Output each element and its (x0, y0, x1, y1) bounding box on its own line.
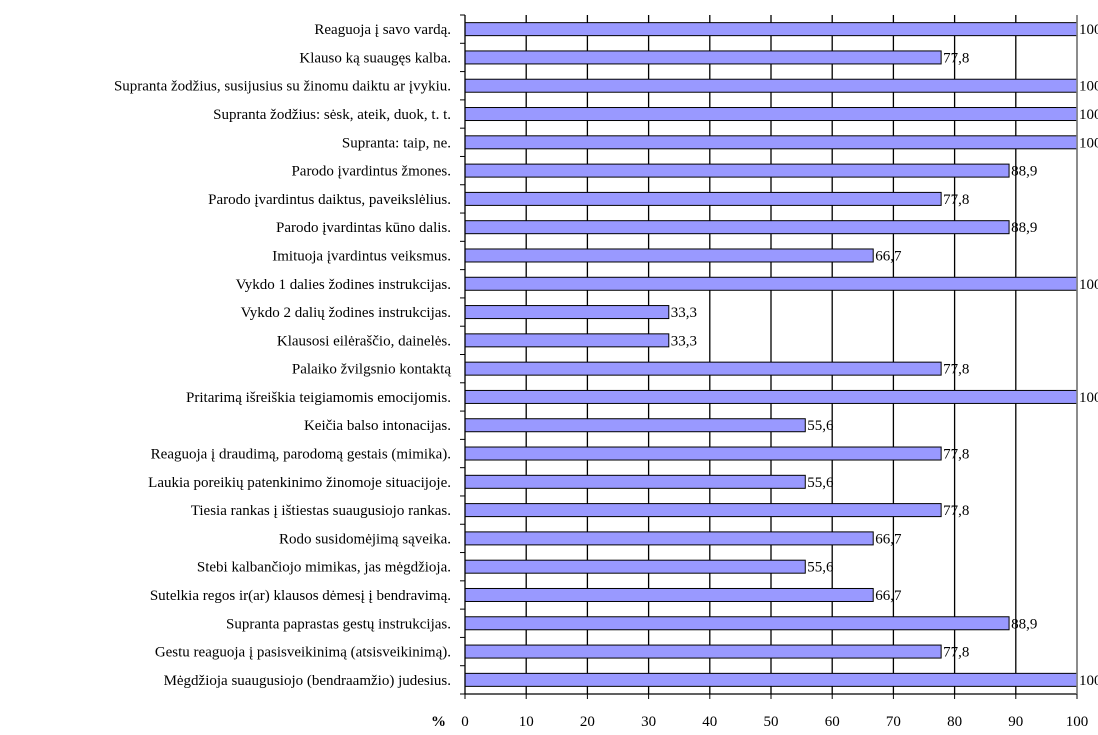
value-label-0: 100 (1079, 22, 1098, 38)
bar-21 (464, 616, 1010, 631)
value-label-13: 100 (1079, 390, 1098, 406)
category-label-7: Parodo įvardintas kūno dalis. (276, 220, 451, 236)
x-tick-label-10: 10 (519, 714, 534, 730)
category-label-9: Vykdo 1 dalies žodines instrukcijas. (236, 277, 451, 293)
value-label-8: 66,7 (875, 248, 902, 264)
category-label-2: Supranta žodžius, susijusius su žinomu d… (114, 79, 451, 95)
bar-22 (464, 644, 942, 659)
category-label-18: Rodo susidomėjimą sąveika. (279, 531, 451, 547)
category-label-1: Klauso ką suaugęs kalba. (299, 50, 451, 66)
category-label-0: Reaguoja į savo vardą. (314, 22, 451, 38)
value-label-20: 66,7 (875, 588, 902, 604)
value-label-7: 88,9 (1011, 220, 1037, 236)
bar-7 (464, 220, 1010, 235)
x-tick-label-50: 50 (764, 714, 779, 730)
x-tick-label-40: 40 (702, 714, 717, 730)
category-label-6: Parodo įvardintus daiktus, paveikslėlius… (208, 192, 451, 208)
value-label-21: 88,9 (1011, 616, 1037, 632)
bars-layer (464, 22, 1078, 687)
bar-11 (464, 333, 670, 348)
bar-12 (464, 361, 942, 376)
value-label-5: 88,9 (1011, 164, 1037, 180)
category-label-11: Klausosi eilėraščio, dainelės. (277, 333, 451, 349)
category-label-8: Imituoja įvardintus veiksmus. (272, 248, 451, 264)
bar-20 (464, 587, 874, 602)
bar-6 (464, 191, 942, 206)
bar-15 (464, 446, 942, 461)
bar-19 (464, 559, 806, 574)
bar-5 (464, 163, 1010, 178)
bar-14 (464, 418, 806, 433)
category-label-10: Vykdo 2 dalių žodines instrukcijas. (241, 305, 451, 321)
value-label-3: 100 (1079, 107, 1098, 123)
value-label-16: 55,6 (807, 475, 834, 491)
category-label-14: Keičia balso intonacijas. (304, 418, 451, 434)
bar-8 (464, 248, 874, 263)
category-label-23: Mėgdžioja suaugusiojo (bendraamžio) jude… (164, 673, 451, 689)
value-label-18: 66,7 (875, 531, 902, 547)
bar-10 (464, 305, 670, 320)
category-label-12: Palaiko žvilgsnio kontaktą (292, 362, 451, 378)
bar-16 (464, 474, 806, 489)
category-label-19: Stebi kalbančiojo mimikas, jas mėgdžioja… (197, 560, 451, 576)
bar-9 (464, 276, 1078, 291)
category-label-22: Gestu reaguoja į pasisveikinimą (atsisve… (155, 645, 451, 661)
value-label-15: 77,8 (943, 447, 969, 463)
category-label-21: Supranta paprastas gestų instrukcijas. (226, 616, 451, 632)
bar-0 (464, 22, 1078, 37)
category-label-16: Laukia poreikių patenkinimo žinomoje sit… (148, 475, 451, 491)
value-label-9: 100 (1079, 277, 1098, 293)
x-tick-label-100: 100 (1066, 714, 1089, 730)
x-tick-label-80: 80 (947, 714, 962, 730)
category-label-13: Pritarimą išreiškia teigiamomis emocijom… (186, 390, 451, 406)
value-label-2: 100 (1079, 79, 1098, 95)
category-label-15: Reaguoja į draudimą, parodomą gestais (m… (151, 447, 451, 463)
category-label-4: Supranta: taip, ne. (342, 135, 451, 151)
bar-1 (464, 50, 942, 65)
bar-17 (464, 503, 942, 518)
x-tick-label-70: 70 (886, 714, 901, 730)
bar-3 (464, 107, 1078, 122)
value-label-14: 55,6 (807, 418, 834, 434)
category-label-20: Sutelkia regos ir(ar) klausos dėmesį į b… (150, 588, 451, 604)
value-label-10: 33,3 (671, 305, 697, 321)
bar-2 (464, 78, 1078, 93)
category-label-3: Supranta žodžius: sėsk, ateik, duok, t. … (213, 107, 451, 123)
x-axis-unit-label: % (431, 714, 446, 730)
value-label-4: 100 (1079, 135, 1098, 151)
axis-layer (460, 14, 1078, 699)
x-tick-label-60: 60 (825, 714, 840, 730)
bar-13 (464, 389, 1078, 404)
x-tick-label-90: 90 (1008, 714, 1023, 730)
bar-4 (464, 135, 1078, 150)
value-label-22: 77,8 (943, 645, 969, 661)
value-label-19: 55,6 (807, 560, 834, 576)
bar-23 (464, 672, 1078, 687)
bar-18 (464, 531, 874, 546)
value-label-23: 100 (1079, 673, 1098, 689)
x-tick-label-30: 30 (641, 714, 656, 730)
category-label-17: Tiesia rankas į ištiestas suaugusiojo ra… (191, 503, 451, 519)
value-label-6: 77,8 (943, 192, 969, 208)
x-tick-label-0: 0 (461, 714, 469, 730)
value-label-1: 77,8 (943, 50, 969, 66)
x-tick-label-20: 20 (580, 714, 595, 730)
value-label-17: 77,8 (943, 503, 969, 519)
value-label-12: 77,8 (943, 362, 969, 378)
category-label-5: Parodo įvardintus žmones. (291, 164, 451, 180)
value-label-11: 33,3 (671, 333, 697, 349)
